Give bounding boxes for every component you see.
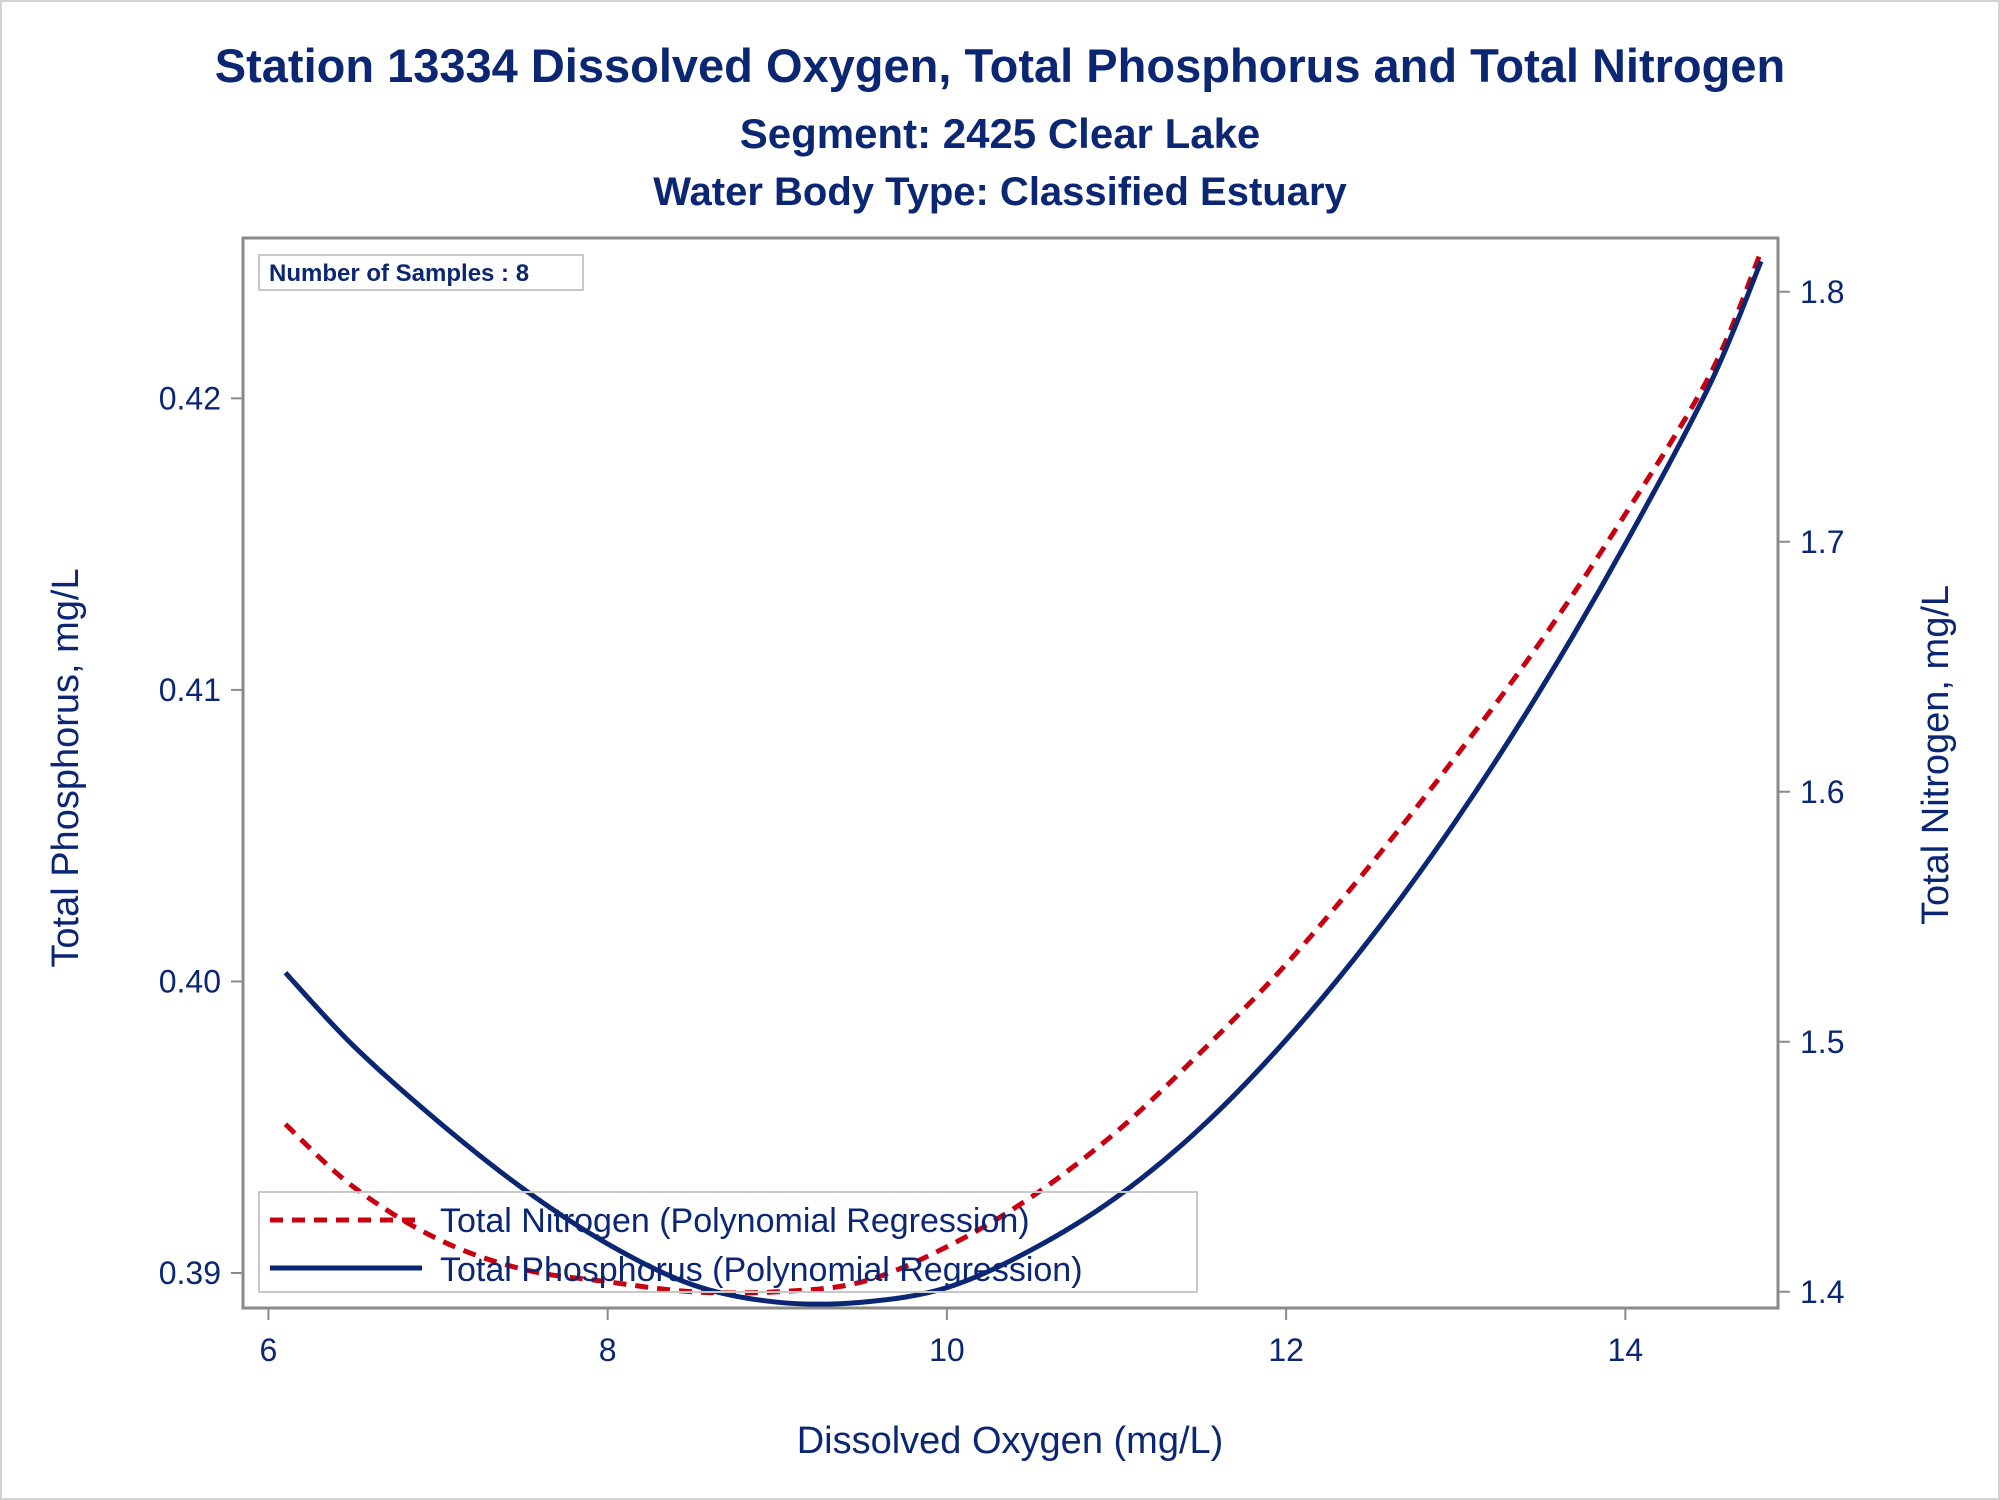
- y-tick-label: 0.39: [159, 1255, 221, 1291]
- series-layer: [283, 250, 1764, 1307]
- x-tick-label: 12: [1268, 1332, 1304, 1368]
- y2-tick-label: 1.4: [1800, 1274, 1844, 1310]
- x-axis: 6 8 10 12 14: [260, 1308, 1644, 1368]
- x-tick-label: 6: [260, 1332, 278, 1368]
- y-axis-label-right: Total Nitrogen, mg/L: [1915, 585, 1957, 925]
- legend: Total Nitrogen (Polynomial Regression) T…: [258, 1191, 1198, 1293]
- x-tick-label: 8: [599, 1332, 617, 1368]
- sample-count-box: [258, 254, 584, 291]
- y2-tick-label: 1.7: [1800, 524, 1844, 560]
- chart-subtitle-2: Water Body Type: Classified Estuary: [653, 170, 1347, 214]
- plot-area: [241, 236, 1780, 1310]
- y-tick-label: 0.42: [159, 380, 221, 416]
- y-axis-right: 1.4 1.5 1.6 1.7 1.8: [1778, 274, 1844, 1310]
- y2-tick-label: 1.5: [1800, 1024, 1844, 1060]
- sample-count-text: Number of Samples : 8: [269, 260, 529, 287]
- x-tick-label: 14: [1608, 1332, 1644, 1368]
- y-tick-label: 0.40: [159, 963, 221, 999]
- x-tick-label: 10: [929, 1332, 965, 1368]
- x-axis-label: Dissolved Oxygen (mg/L): [797, 1420, 1224, 1462]
- legend-label-nitrogen: Total Nitrogen (Polynomial Regression): [440, 1202, 1030, 1240]
- y2-tick-label: 1.6: [1800, 774, 1844, 810]
- legend-label-phosphorus: Total Phosphorus (Polynomial Regression): [440, 1251, 1083, 1289]
- chart-subtitle: Segment: 2425 Clear Lake: [740, 110, 1261, 157]
- legend-box: [258, 1191, 1198, 1293]
- y-axis-label-left: Total Phosphorus, mg/L: [45, 568, 87, 967]
- y2-tick-label: 1.8: [1800, 274, 1844, 310]
- chart-title: Station 13334 Dissolved Oxygen, Total Ph…: [215, 39, 1785, 92]
- series-line-phosphorus: [283, 260, 1764, 1307]
- sample-count-note: Number of Samples : 8: [258, 254, 584, 291]
- y-axis-left: 0.39 0.40 0.41 0.42: [159, 380, 243, 1291]
- y-tick-label: 0.41: [159, 672, 221, 708]
- series-line-nitrogen: [283, 250, 1764, 1296]
